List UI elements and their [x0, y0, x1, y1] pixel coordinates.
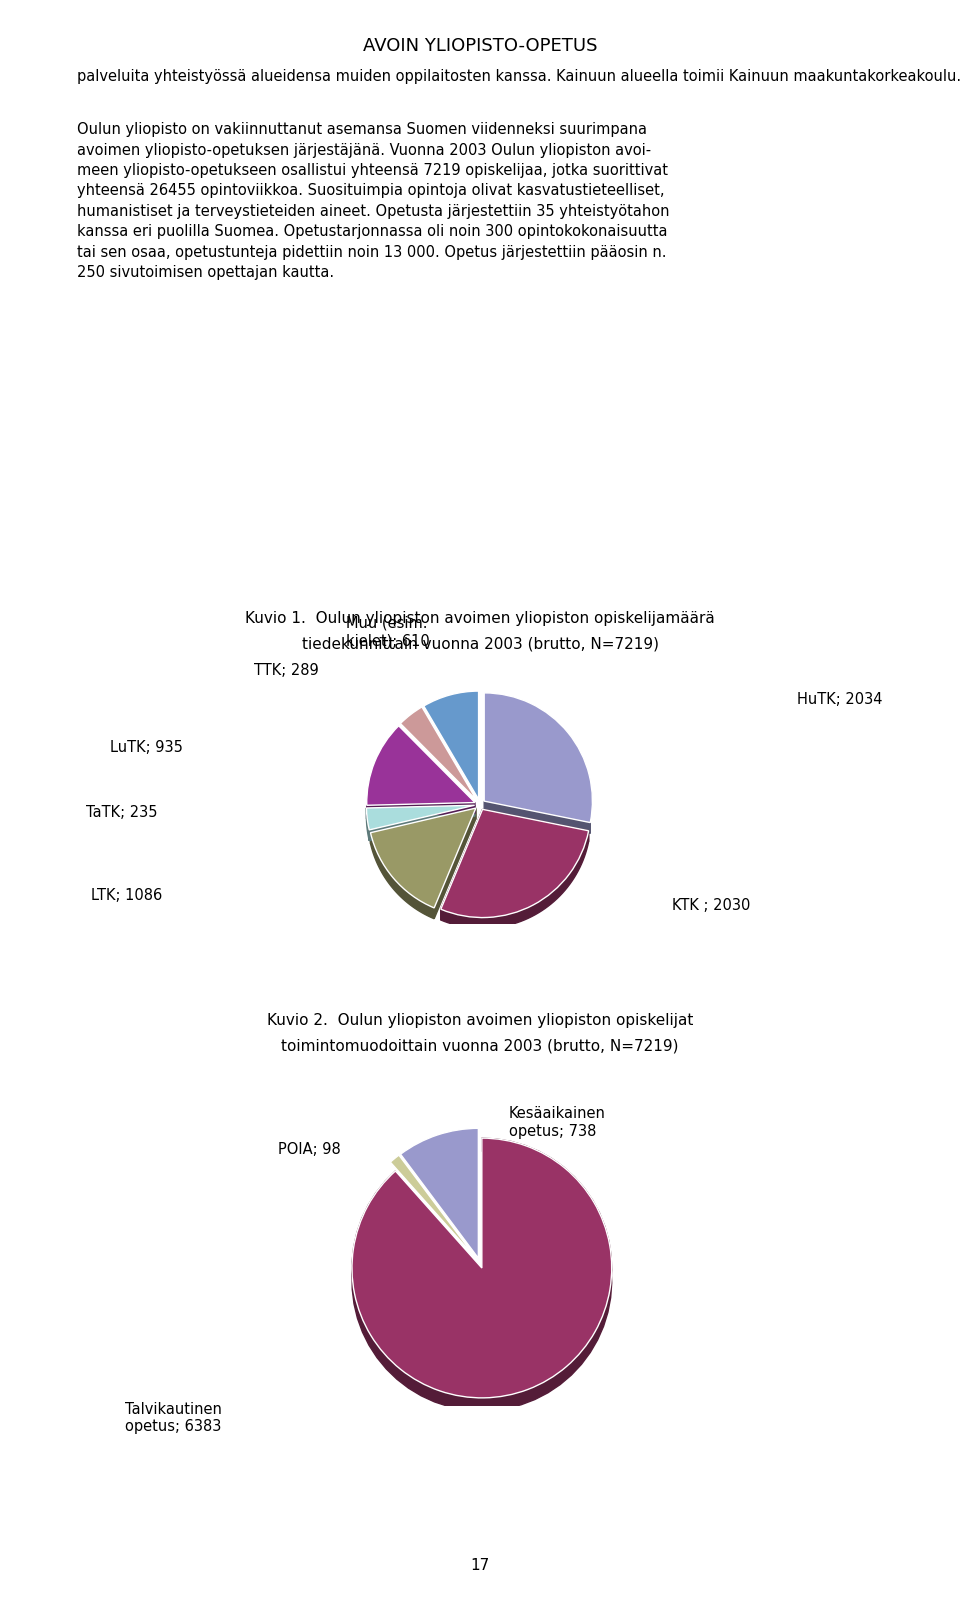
Text: Kuvio 2.  Oulun yliopiston avoimen yliopiston opiskelijat: Kuvio 2. Oulun yliopiston avoimen yliopi… — [267, 1012, 693, 1027]
Text: AVOIN YLIOPISTO-OPETUS: AVOIN YLIOPISTO-OPETUS — [363, 37, 597, 55]
Text: 17: 17 — [470, 1557, 490, 1572]
Polygon shape — [483, 810, 588, 842]
Polygon shape — [370, 805, 474, 840]
Wedge shape — [367, 805, 474, 831]
Polygon shape — [371, 808, 476, 844]
Polygon shape — [352, 1138, 612, 1411]
Text: TTK; 289: TTK; 289 — [254, 662, 319, 678]
Polygon shape — [434, 808, 476, 919]
Text: Kesäaikainen
opetus; 738: Kesäaikainen opetus; 738 — [509, 1106, 606, 1138]
Wedge shape — [371, 808, 476, 908]
Polygon shape — [441, 810, 483, 921]
Wedge shape — [400, 707, 477, 800]
Text: Oulun yliopisto on vakiinnuttanut asemansa Suomen viidenneksi suurimpana
avoimen: Oulun yliopisto on vakiinnuttanut aseman… — [77, 122, 669, 280]
Text: HuTK; 2034: HuTK; 2034 — [797, 691, 882, 707]
Text: Muu (esim.
kielet); 610: Muu (esim. kielet); 610 — [346, 615, 429, 648]
Polygon shape — [371, 832, 434, 919]
Polygon shape — [367, 805, 474, 820]
Wedge shape — [352, 1138, 612, 1398]
Wedge shape — [367, 726, 475, 805]
Text: Kuvio 1.  Oulun yliopiston avoimen yliopiston opiskelijamäärä: Kuvio 1. Oulun yliopiston avoimen yliopi… — [245, 611, 715, 625]
Wedge shape — [423, 691, 479, 800]
Polygon shape — [367, 808, 370, 840]
Polygon shape — [367, 804, 475, 816]
Polygon shape — [441, 831, 588, 929]
Text: KTK ; 2030: KTK ; 2030 — [672, 897, 751, 913]
Wedge shape — [484, 694, 592, 823]
Wedge shape — [441, 810, 588, 918]
Polygon shape — [484, 802, 590, 834]
Text: LTK; 1086: LTK; 1086 — [91, 887, 162, 903]
Text: tiedekunnittain vuonna 2003 (brutto, N=7219): tiedekunnittain vuonna 2003 (brutto, N=7… — [301, 636, 659, 651]
Wedge shape — [391, 1155, 477, 1260]
Text: Talvikautinen
opetus; 6383: Talvikautinen opetus; 6383 — [125, 1401, 222, 1433]
Text: LuTK; 935: LuTK; 935 — [110, 739, 183, 755]
Text: POIA; 98: POIA; 98 — [278, 1141, 341, 1157]
Wedge shape — [400, 1128, 478, 1258]
Text: TaTK; 235: TaTK; 235 — [86, 804, 157, 820]
Text: palveluita yhteistyössä alueidensa muiden oppilaitosten kanssa. Kainuun alueella: palveluita yhteistyössä alueidensa muide… — [77, 69, 960, 84]
Text: toimintomuodoittain vuonna 2003 (brutto, N=7219): toimintomuodoittain vuonna 2003 (brutto,… — [281, 1038, 679, 1053]
